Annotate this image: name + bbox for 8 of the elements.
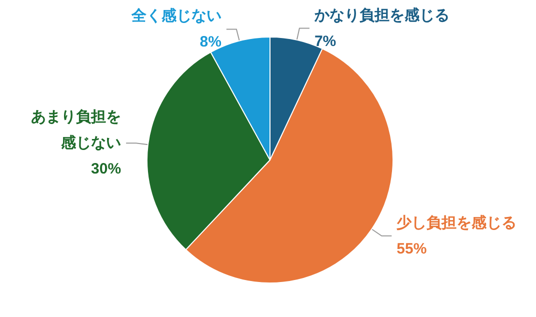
slice-label: かなり負担を感じる bbox=[313, 6, 450, 24]
slice-label: 少し負担を感じる bbox=[396, 214, 517, 232]
data-label: 55% bbox=[396, 240, 427, 258]
slice-label: 全く感じない bbox=[130, 8, 222, 25]
data-label: 8% bbox=[200, 34, 222, 51]
slice-label: あまり負担を感じない bbox=[31, 108, 122, 152]
data-label: 30% bbox=[91, 160, 122, 178]
data-label: 7% bbox=[314, 32, 336, 50]
